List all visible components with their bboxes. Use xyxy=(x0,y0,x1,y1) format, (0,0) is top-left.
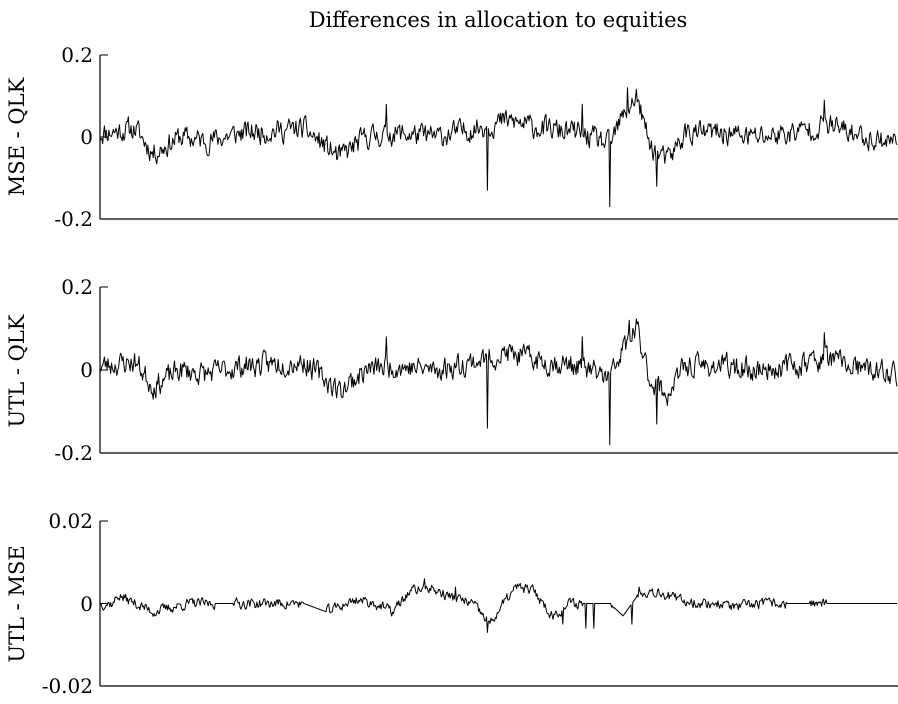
panel-utl-qlk: UTL - QLK 0.2 0 -0.2 xyxy=(5,275,898,465)
panel-mse-qlk: MSE - QLK 0.2 0 -0.2 xyxy=(5,43,898,231)
ytick-label-1-bot: -0.2 xyxy=(54,207,93,231)
ytick-label-2-mid: 0 xyxy=(80,358,93,382)
chart-title: Differences in allocation to equities xyxy=(309,8,688,32)
ytick-label-1-mid: 0 xyxy=(80,125,93,149)
ytick-label-2-bot: -0.2 xyxy=(54,441,93,465)
ytick-label-3-top: 0.02 xyxy=(48,509,93,533)
ylabel-mse-qlk: MSE - QLK xyxy=(5,77,29,196)
panel-utl-mse: UTL - MSE 0.02 0 -0.02 xyxy=(5,509,898,698)
series-line-utl-qlk xyxy=(99,318,898,446)
series-line-mse-qlk xyxy=(99,87,898,208)
ytick-label-2-top: 0.2 xyxy=(61,275,93,299)
ylabel-utl-mse: UTL - MSE xyxy=(5,545,29,662)
ytick-label-1-top: 0.2 xyxy=(61,43,93,67)
ytick-label-3-bot: -0.02 xyxy=(42,674,93,698)
ylabel-utl-qlk: UTL - QLK xyxy=(5,314,29,427)
series-line-utl-mse xyxy=(99,578,897,633)
ytick-label-3-mid: 0 xyxy=(80,592,93,616)
